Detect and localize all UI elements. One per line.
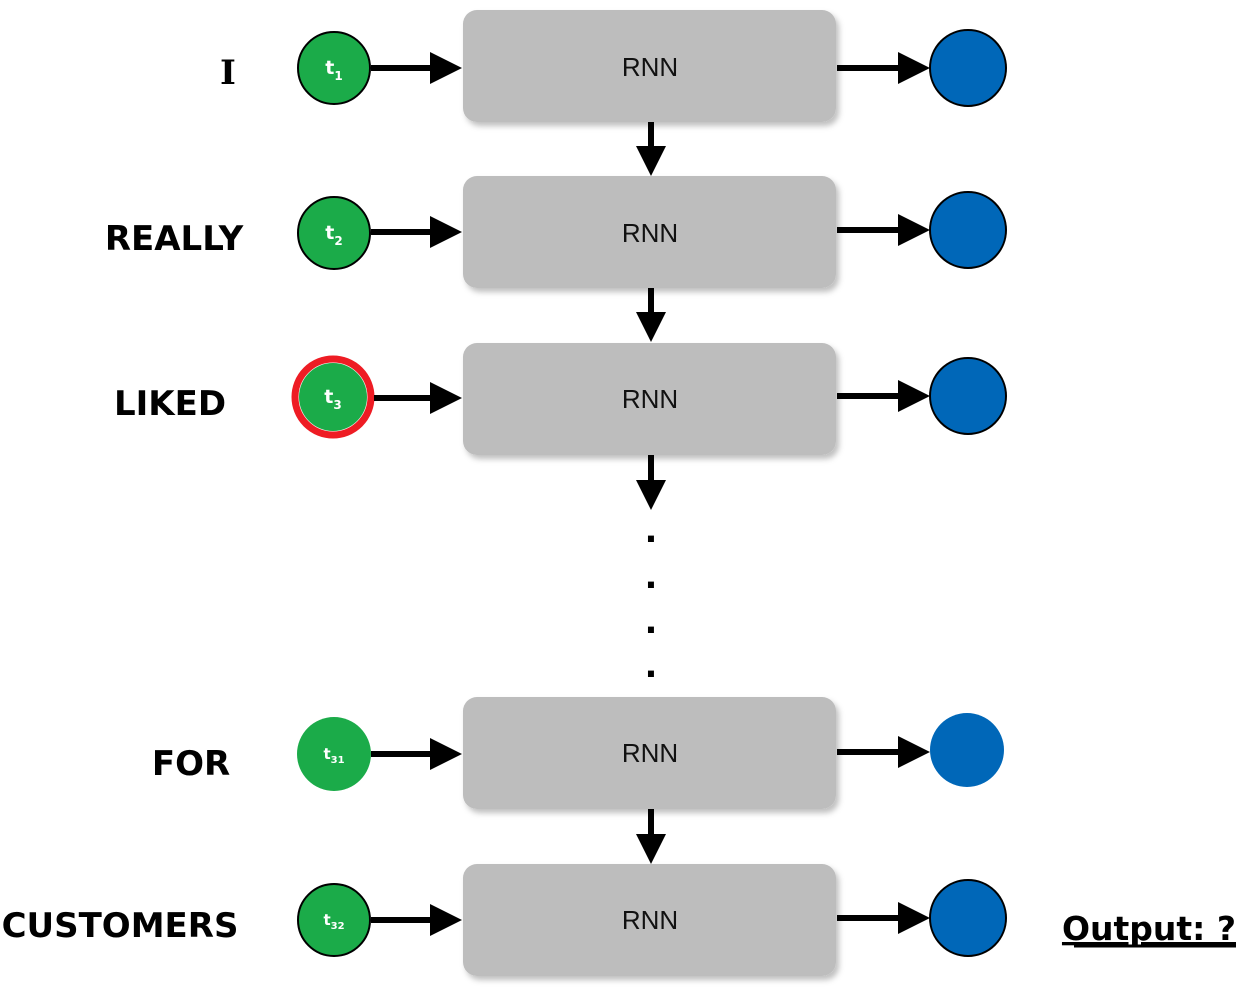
row-1: REALLY t2 RNN: [105, 176, 1007, 288]
rnn-cell-label: RNN: [622, 905, 678, 935]
recurrent-arrow: [636, 809, 666, 864]
input-arrow: [374, 382, 462, 414]
token-label-t1: t1: [325, 57, 342, 83]
token-label-t2: t2: [325, 222, 342, 248]
word-label-i: I: [220, 53, 236, 93]
token-circle-t31: [297, 717, 371, 791]
rnn-cell: [463, 176, 836, 288]
vertical-ellipsis: . . . .: [645, 511, 658, 686]
output-circle: [930, 713, 1004, 787]
word-label-really: REALLY: [105, 219, 244, 259]
token-circle-t3: [299, 363, 367, 431]
input-arrow: [371, 52, 462, 84]
output-arrow: [837, 52, 930, 84]
token-circle-t2: [297, 196, 371, 270]
rnn-cell: [463, 697, 836, 809]
output-arrow: [837, 380, 930, 412]
word-label-liked: LIKED: [114, 384, 226, 424]
output-arrow: [837, 736, 930, 768]
row-3: FOR t31 RNN: [152, 697, 1004, 809]
row-0: I t1 RNN: [220, 10, 1007, 122]
rnn-cell: [463, 10, 836, 122]
recurrent-arrow: [636, 455, 666, 510]
token-highlight-ring: [291, 355, 375, 439]
row-2: LIKED t3 RNN: [114, 343, 1007, 455]
output-arrow: [837, 902, 930, 934]
ellipsis-dot: .: [645, 602, 658, 642]
ellipsis-dot: .: [645, 511, 658, 551]
rnn-cell: [463, 343, 836, 455]
token-label-t31: t31: [323, 745, 344, 766]
row-4: CUSTOMERS t32 RNN: [2, 864, 1007, 976]
ellipsis-dot: .: [645, 557, 658, 597]
word-label-for: FOR: [152, 744, 230, 784]
output-circle: [929, 191, 1007, 269]
ellipsis-dot: .: [645, 646, 658, 686]
input-arrow: [371, 738, 462, 770]
token-circle-t32: [297, 883, 371, 957]
recurrent-arrow: [636, 288, 666, 342]
rnn-cell-label: RNN: [622, 218, 678, 248]
recurrent-arrow: [636, 122, 666, 176]
input-arrow: [371, 216, 462, 248]
rnn-cell-label: RNN: [622, 384, 678, 414]
rnn-cell-label: RNN: [622, 52, 678, 82]
token-label-t32: t32: [323, 911, 344, 932]
token-circle-t1: [297, 31, 371, 105]
rnn-cell: [463, 864, 836, 976]
rnn-cell-label: RNN: [622, 738, 678, 768]
input-arrow: [371, 904, 462, 936]
output-arrow: [837, 214, 930, 246]
token-label-t3: t3: [324, 386, 341, 412]
output-circle: [929, 357, 1007, 435]
word-label-customers: CUSTOMERS: [2, 906, 239, 946]
output-circle: [929, 29, 1007, 107]
output-label: Output: ?: [1062, 909, 1236, 948]
output-circle: [929, 879, 1007, 957]
